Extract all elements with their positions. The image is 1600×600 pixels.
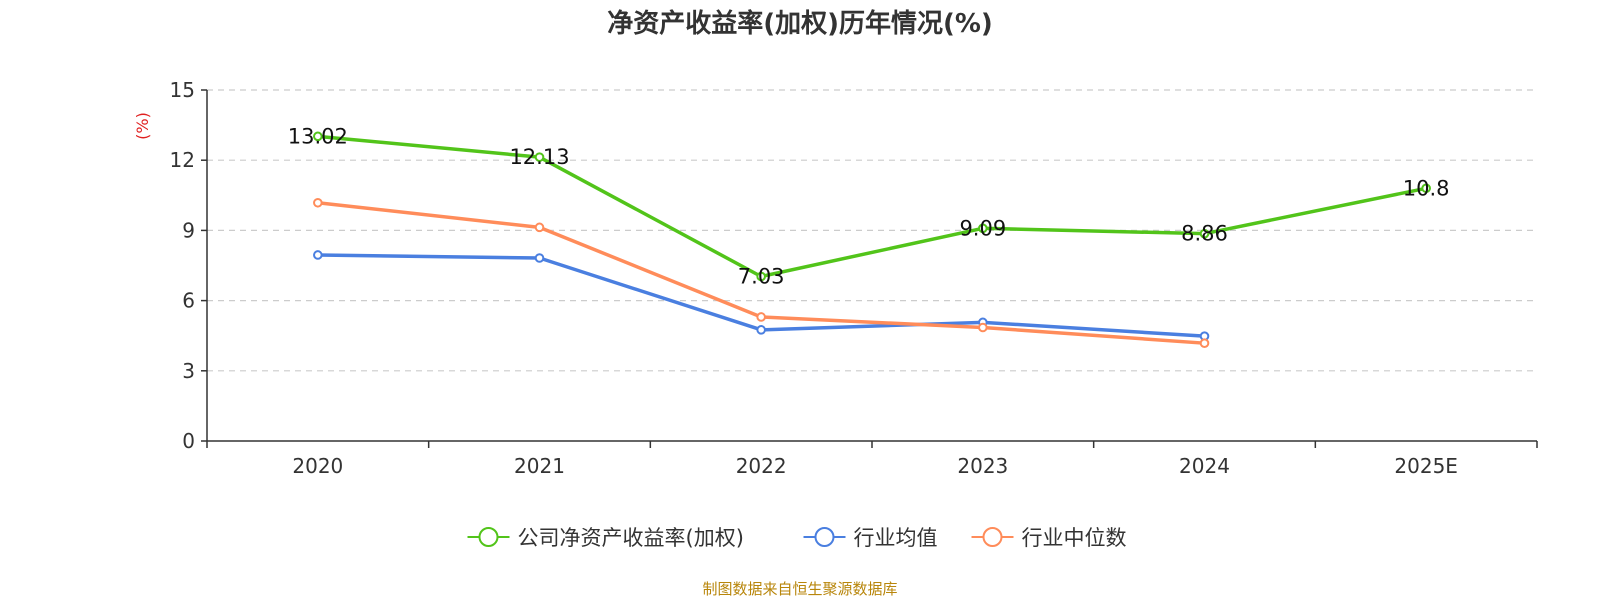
data-point bbox=[756, 325, 766, 335]
y-tick-label: 15 bbox=[170, 78, 195, 102]
y-tick-label: 12 bbox=[170, 148, 195, 172]
axes: 0 3 6 9 12 15 2020 2021 2022 2023 2024 2025E bbox=[170, 78, 1538, 478]
legend-circle-icon bbox=[982, 527, 1003, 547]
data-labels: 13.02 12.13 7.03 9.09 8.86 10.8 bbox=[288, 124, 1450, 288]
x-tick-label: 2025E bbox=[1394, 454, 1458, 478]
data-point bbox=[534, 253, 545, 263]
x-tick-label: 2020 bbox=[292, 454, 343, 478]
y-tick-label: 3 bbox=[182, 359, 195, 383]
data-label: 9.09 bbox=[959, 216, 1006, 240]
x-tick-label: 2023 bbox=[957, 454, 1008, 478]
data-label: 12.13 bbox=[509, 145, 569, 169]
legend-circle-icon bbox=[478, 527, 499, 547]
series-line bbox=[316, 134, 1428, 279]
legend: 公司净资产收益率(加权) 行业均值 行业中位数 bbox=[467, 526, 1127, 550]
data-point bbox=[1199, 228, 1210, 239]
data-label: 8.86 bbox=[1181, 222, 1228, 246]
x-tick-label: 2022 bbox=[736, 454, 787, 478]
data-point bbox=[756, 271, 766, 282]
data-point bbox=[534, 222, 545, 233]
x-tick-label: 2024 bbox=[1179, 454, 1230, 478]
data-point bbox=[534, 152, 545, 162]
data-point bbox=[756, 312, 766, 322]
y-axis-label: (%) bbox=[133, 112, 152, 140]
legend-label: 行业中位数 bbox=[1022, 526, 1127, 550]
y-tick-label: 9 bbox=[182, 218, 195, 242]
data-point bbox=[1421, 183, 1431, 194]
data-label: 7.03 bbox=[738, 264, 785, 288]
series-lines bbox=[313, 131, 1431, 348]
data-point bbox=[978, 223, 988, 234]
data-point bbox=[978, 322, 988, 333]
y-tick-label: 0 bbox=[182, 429, 195, 453]
source-note: 制图数据来自恒生聚源数据库 bbox=[702, 580, 897, 598]
x-tick-label: 2021 bbox=[514, 454, 565, 478]
legend-item[interactable]: 行业均值 bbox=[803, 526, 938, 550]
y-tick-label: 6 bbox=[182, 289, 195, 313]
data-label: 10.8 bbox=[1403, 176, 1450, 200]
data-point bbox=[313, 131, 323, 142]
legend-label: 行业均值 bbox=[854, 526, 938, 550]
legend-label: 公司净资产收益率(加权) bbox=[518, 526, 744, 550]
chart-title: 净资产收益率(加权)历年情况(%) bbox=[607, 8, 993, 39]
legend-item[interactable]: 行业中位数 bbox=[971, 526, 1127, 550]
grid-lines bbox=[207, 89, 1537, 372]
data-point bbox=[313, 250, 323, 260]
data-point bbox=[1199, 338, 1210, 348]
legend-item[interactable]: 公司净资产收益率(加权) bbox=[467, 526, 744, 550]
data-label: 13.02 bbox=[288, 124, 348, 148]
legend-circle-icon bbox=[814, 527, 835, 547]
data-point bbox=[313, 197, 323, 208]
